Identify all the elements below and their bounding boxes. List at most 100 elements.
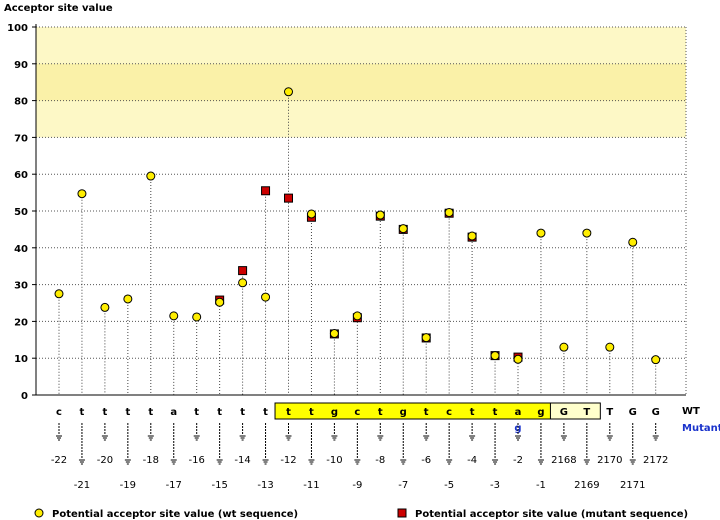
- base-label: g: [400, 407, 407, 418]
- legend-wt-label: Potential acceptor site value (wt sequen…: [52, 509, 298, 520]
- position-label: -6: [421, 455, 431, 466]
- y-tick-label: 40: [14, 244, 28, 255]
- base-label: c: [354, 407, 360, 418]
- base-label: a: [515, 407, 522, 418]
- axes: [35, 24, 686, 396]
- wt-point: [192, 312, 202, 322]
- position-label: -1: [536, 480, 546, 491]
- wt-point: [421, 333, 431, 343]
- position-label: -10: [326, 455, 342, 466]
- wt-point: [238, 278, 248, 288]
- position-label: -5: [444, 480, 454, 491]
- position-labels: -22 -21 -20 -19 -18 -17 -16 -15 -14 -13 -12 -11 -10 -…: [51, 455, 669, 491]
- base-label: t: [424, 407, 429, 418]
- base-label: c: [446, 407, 452, 418]
- position-label: -13: [257, 480, 273, 491]
- wt-point: [77, 189, 87, 199]
- base-label: a: [170, 407, 177, 418]
- y-tick-labels: 0 10 20 30 40 50 60 70 80 90 100: [7, 23, 28, 402]
- legend: Potential acceptor site value (wt sequen…: [34, 508, 688, 520]
- wt-point: [261, 292, 271, 302]
- position-label: -11: [303, 480, 319, 491]
- base-label: t: [240, 407, 245, 418]
- wt-point: [582, 228, 592, 238]
- position-label: 2172: [643, 455, 668, 466]
- base-label: t: [309, 407, 314, 418]
- row-label-wt: WT: [682, 406, 700, 417]
- y-tick-label: 70: [14, 133, 28, 144]
- wt-point: [605, 342, 615, 352]
- wt-point: [146, 171, 156, 181]
- wt-point: [284, 87, 293, 97]
- y-tick-label: 80: [14, 97, 28, 108]
- base-label: t: [125, 407, 130, 418]
- y-tick-label: 50: [14, 207, 28, 218]
- wt-point: [444, 207, 454, 217]
- wt-point: [628, 237, 638, 247]
- base-label: t: [470, 407, 475, 418]
- y-tick-label: 100: [7, 23, 28, 34]
- base-label: g: [537, 407, 544, 418]
- position-label: -3: [490, 480, 500, 491]
- legend-mutant-label: Potential acceptor site value (mutant se…: [415, 509, 688, 520]
- wt-point: [490, 351, 500, 361]
- base-label: t: [378, 407, 383, 418]
- legend-wt-marker: [34, 508, 44, 518]
- base-label: c: [56, 407, 62, 418]
- position-label: -9: [352, 480, 362, 491]
- base-label: t: [194, 407, 199, 418]
- base-label: T: [583, 407, 590, 418]
- position-label: -16: [189, 455, 205, 466]
- position-label: 2169: [574, 480, 599, 491]
- base-label: T: [606, 407, 613, 418]
- wt-point: [169, 311, 179, 321]
- wt-point: [398, 224, 408, 234]
- position-label: -4: [467, 455, 477, 466]
- y-axis-title: Acceptor site value: [4, 3, 113, 14]
- position-label: -19: [120, 480, 136, 491]
- base-label: t: [286, 407, 291, 418]
- position-label: -20: [97, 455, 113, 466]
- wt-point: [375, 210, 385, 220]
- wt-point: [513, 354, 523, 364]
- position-label: 2171: [620, 480, 645, 491]
- base-label: t: [103, 407, 108, 418]
- base-label: t: [217, 407, 222, 418]
- row-label-mutant: Mutant: [682, 423, 720, 434]
- position-label: -17: [166, 480, 182, 491]
- wt-point: [559, 342, 569, 352]
- position-label: -12: [280, 455, 296, 466]
- y-tick-label: 10: [14, 354, 28, 365]
- highlight-band: [36, 27, 686, 138]
- wt-point: [352, 311, 362, 321]
- base-label: g: [331, 407, 338, 418]
- mutant-base-label: g: [514, 423, 521, 434]
- y-tick-label: 0: [21, 391, 28, 402]
- wt-point: [536, 228, 546, 238]
- wt-points: [54, 87, 661, 365]
- position-label: -7: [398, 480, 408, 491]
- position-label: 2168: [551, 455, 576, 466]
- wt-point: [215, 297, 225, 307]
- mutant-point: [284, 193, 293, 203]
- band-strong: [36, 63, 686, 101]
- wt-point: [467, 231, 477, 241]
- sequence-boxes: [274, 402, 601, 420]
- wt-point: [123, 294, 133, 304]
- wt-point: [306, 209, 316, 219]
- mutant-point: [261, 186, 271, 196]
- base-label: t: [148, 407, 153, 418]
- y-tick-label: 60: [14, 170, 28, 181]
- y-tick-label: 30: [14, 281, 28, 292]
- wt-point: [54, 289, 64, 299]
- sequence-box: [274, 402, 555, 420]
- position-label: -2: [513, 455, 523, 466]
- base-label: t: [493, 407, 498, 418]
- position-label: -22: [51, 455, 67, 466]
- position-arrows: [56, 423, 659, 465]
- base-label: G: [560, 407, 568, 418]
- mutant-points: [215, 186, 523, 362]
- y-tick-label: 90: [14, 60, 28, 71]
- wt-point: [329, 329, 339, 339]
